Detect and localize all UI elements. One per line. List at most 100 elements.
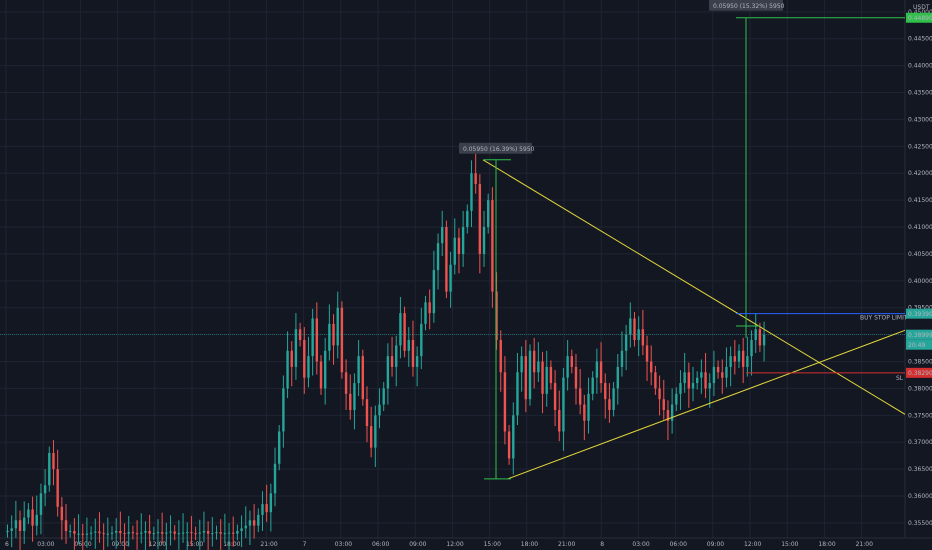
candle-down xyxy=(428,302,431,314)
currency-label: USDT xyxy=(913,4,930,11)
candle-up xyxy=(516,372,519,416)
candle-down xyxy=(123,533,126,535)
candle-down xyxy=(662,399,665,410)
x-tick-label: 8 xyxy=(600,541,604,548)
candle-up xyxy=(248,520,252,526)
candle-down xyxy=(194,533,197,535)
candle-up xyxy=(198,532,201,534)
candle-up xyxy=(512,415,515,459)
candle-up xyxy=(415,356,419,367)
candle-up xyxy=(670,404,674,421)
lower-trendline[interactable] xyxy=(507,329,906,480)
measure2-label: 0.05950 (15.32%) 5950 xyxy=(713,3,785,10)
candle-up xyxy=(591,377,594,394)
countdown-badge-bg xyxy=(906,339,932,350)
candle-up xyxy=(323,350,327,389)
candle-up xyxy=(94,531,97,533)
candle-down xyxy=(332,323,335,346)
measure2-label-bg xyxy=(709,0,783,11)
candle-down xyxy=(290,350,293,367)
candle-down xyxy=(98,531,101,534)
upper-trendline[interactable] xyxy=(482,159,906,415)
x-tick-label: 03:00 xyxy=(335,541,352,548)
candle-up xyxy=(43,485,47,494)
candle-up xyxy=(186,532,189,534)
candle-up xyxy=(470,173,473,211)
x-tick-label: 15:00 xyxy=(186,541,203,548)
current-price-badge-bg xyxy=(906,329,932,340)
candle-up xyxy=(328,323,331,351)
sl-price-badge: 0.38290 xyxy=(908,370,932,377)
candle-down xyxy=(369,426,373,448)
candle-down xyxy=(491,200,494,292)
candle-down xyxy=(148,531,151,534)
candle-down xyxy=(64,520,68,532)
x-tick-label: 18:00 xyxy=(818,541,835,548)
candle-up xyxy=(683,372,686,384)
candle-down xyxy=(361,356,364,400)
candle-up xyxy=(211,533,214,535)
candle-up xyxy=(629,318,632,335)
y-tick-label: 0.44500 xyxy=(908,36,932,43)
x-tick-label: 06:00 xyxy=(372,541,389,548)
candle-down xyxy=(119,531,122,534)
candle-down xyxy=(474,173,477,184)
x-tick-label: 09:00 xyxy=(112,541,129,548)
candle-up xyxy=(6,531,9,533)
candle-down xyxy=(60,506,64,521)
candle-down xyxy=(457,237,461,254)
candle-up xyxy=(407,340,410,351)
candle-up xyxy=(35,514,38,526)
y-tick-label: 0.40500 xyxy=(908,251,932,258)
candle-down xyxy=(741,350,745,367)
candle-up xyxy=(737,350,741,362)
candle-down xyxy=(190,532,193,534)
candle-down xyxy=(102,533,105,535)
candle-up xyxy=(215,532,218,534)
candle-down xyxy=(633,318,636,341)
candle-up xyxy=(520,356,523,373)
x-tick-label: 09:00 xyxy=(707,541,724,548)
candle-down xyxy=(206,531,210,534)
y-tick-label: 0.41500 xyxy=(908,197,932,204)
candle-up xyxy=(278,431,281,464)
candle-down xyxy=(532,350,536,373)
y-tick-label: 0.40000 xyxy=(908,278,932,285)
candle-down xyxy=(131,532,135,534)
candle-up xyxy=(227,532,231,534)
candle-up xyxy=(616,366,619,389)
candle-down xyxy=(403,313,406,351)
y-tick-label: 0.45000 xyxy=(908,9,932,16)
y-tick-label: 0.42000 xyxy=(908,170,932,177)
candle-up xyxy=(545,366,548,394)
candle-down xyxy=(553,383,557,410)
x-tick-label: 12:00 xyxy=(446,541,463,548)
candle-down xyxy=(608,399,611,410)
measure1-label-bg xyxy=(459,142,532,154)
candle-up xyxy=(114,531,118,533)
x-tick-label: 18:00 xyxy=(223,541,240,548)
candle-up xyxy=(420,323,423,357)
candle-up xyxy=(424,302,427,324)
sl-price-badge-bg xyxy=(906,367,932,378)
candle-up xyxy=(708,383,711,389)
candle-up xyxy=(395,345,398,367)
candle-up xyxy=(374,415,377,448)
y-tick-label: 0.35500 xyxy=(908,520,932,527)
candle-up xyxy=(378,404,381,416)
candle-down xyxy=(721,372,724,378)
candle-up xyxy=(595,361,599,378)
candle-up xyxy=(432,270,436,314)
sl-label: SL xyxy=(896,375,904,382)
candle-up xyxy=(261,504,264,515)
candle-up xyxy=(273,463,277,494)
candle-up xyxy=(156,532,160,534)
y-tick-label: 0.43500 xyxy=(908,90,932,97)
y-tick-label: 0.42500 xyxy=(908,143,932,150)
y-tick-label: 0.39500 xyxy=(908,305,932,312)
candle-down xyxy=(445,227,448,292)
y-tick-label: 0.38000 xyxy=(908,385,932,392)
candle-down xyxy=(558,409,561,432)
candle-up xyxy=(85,533,89,535)
